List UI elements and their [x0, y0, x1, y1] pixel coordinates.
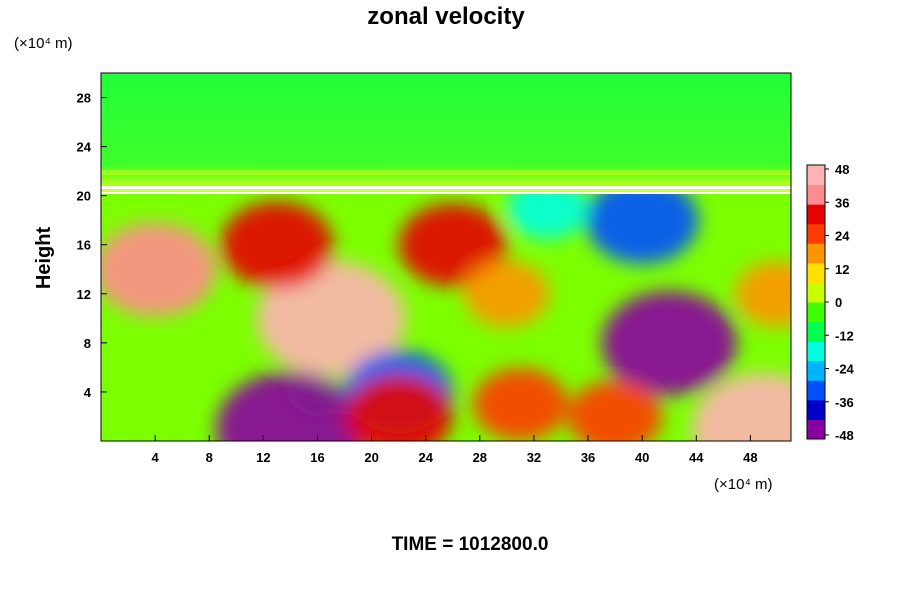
colorbar-swatch	[807, 282, 825, 303]
x-tick-label: 36	[581, 450, 595, 465]
heatmap-feature	[256, 260, 406, 376]
x-tick-label: 28	[473, 450, 487, 465]
colorbar-tick-label: -12	[835, 328, 854, 343]
plot-frame	[100, 72, 792, 442]
y-unit-label: (×10⁴ m)	[14, 35, 73, 52]
colorbar-swatch	[807, 223, 825, 244]
heatmap-feature	[567, 379, 663, 441]
y-tick-label: 20	[77, 189, 91, 204]
colorbar-swatch	[807, 243, 825, 264]
x-tick-label: 40	[635, 450, 649, 465]
y-axis-label: Height	[33, 227, 55, 290]
colorbar-tick-label: 12	[835, 262, 849, 277]
y-tick-label: 8	[84, 336, 91, 351]
colorbar-swatch	[807, 302, 825, 323]
plot-area	[100, 72, 792, 442]
heatmap-feature	[464, 260, 550, 327]
colorbar-swatch	[807, 341, 825, 362]
x-tick-label: 44	[689, 450, 704, 465]
heatmap-field	[101, 193, 791, 441]
heatmap-feature	[601, 290, 737, 395]
colorbar-swatch	[807, 262, 825, 283]
y-tick-label: 24	[77, 140, 92, 155]
colorbar-tick-label: -36	[835, 395, 854, 410]
x-tick-label: 20	[364, 450, 378, 465]
colorbar-tick-label: 36	[835, 195, 849, 210]
x-tick-label: 48	[743, 450, 757, 465]
x-tick-label: 4	[152, 450, 160, 465]
colorbar-swatch	[807, 419, 825, 440]
chart-title: zonal velocity	[367, 3, 525, 30]
colorbar: 48 36 24 12 0 -12 -24 -36 -48	[806, 162, 855, 443]
y-tick-label: 16	[77, 238, 91, 253]
x-tick-label: 12	[256, 450, 270, 465]
heatmap-feature	[691, 373, 791, 441]
colorbar-swatch	[807, 399, 825, 420]
colorbar-swatch	[807, 165, 825, 186]
heatmap-feature	[220, 201, 334, 289]
x-tick-label: 8	[206, 450, 213, 465]
y-tick-label: 28	[77, 91, 91, 106]
colorbar-swatch	[807, 380, 825, 401]
heatmap-feature	[216, 371, 365, 441]
colorbar-tick-label: 48	[835, 162, 849, 177]
y-tick-label: 12	[77, 287, 91, 302]
colorbar-tick-label: -24	[835, 362, 855, 377]
heatmap-feature	[585, 193, 699, 264]
y-tick-label: 4	[84, 385, 92, 400]
colorbar-tick-label: -48	[835, 428, 854, 443]
heatmap-feature	[101, 222, 216, 317]
heatmap-feature	[344, 374, 453, 441]
colorbar-tick-label: 0	[835, 295, 842, 310]
upper-region	[101, 73, 791, 194]
x-unit-label: (×10⁴ m)	[714, 476, 773, 493]
x-tick-label: 24	[418, 450, 433, 465]
colorbar-swatch	[807, 360, 825, 381]
heatmap-feature	[734, 260, 791, 327]
x-axis: 4 8 12 16 20 24 28 32 36 40 44 48	[152, 435, 758, 465]
colorbar-swatch	[807, 321, 825, 342]
colorbar-swatch	[807, 204, 825, 225]
y-axis: 4 8 12 16 20 24 28	[77, 91, 107, 400]
colorbar-swatch	[807, 184, 825, 205]
heatmap-feature	[473, 367, 568, 441]
x-tick-label: 16	[310, 450, 324, 465]
colorbar-tick-label: 24	[835, 229, 850, 244]
heatmap-feature	[398, 203, 507, 287]
heatmap-feature	[506, 193, 589, 240]
time-label: TIME = 1012800.0	[392, 534, 549, 555]
x-tick-label: 32	[527, 450, 541, 465]
